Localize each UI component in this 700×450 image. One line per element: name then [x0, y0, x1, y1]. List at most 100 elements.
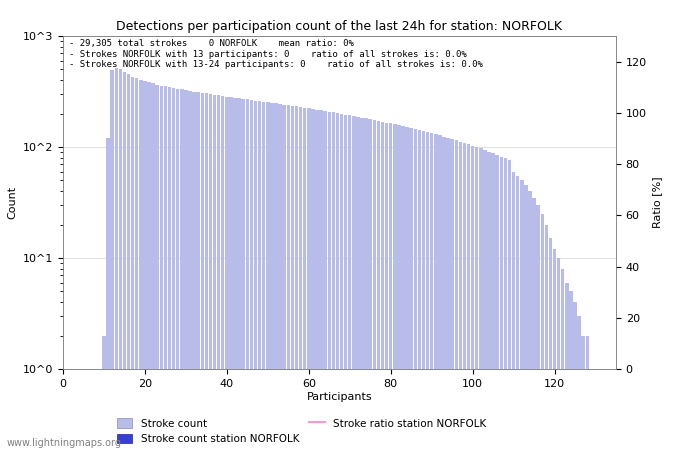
Bar: [246, 99, 249, 450]
Bar: [172, 88, 175, 450]
Bar: [508, 160, 511, 450]
Bar: [295, 107, 298, 450]
Bar: [561, 269, 564, 450]
Bar: [98, 369, 102, 450]
Bar: [254, 100, 258, 450]
Bar: [352, 116, 356, 450]
Bar: [266, 102, 270, 450]
Bar: [557, 258, 561, 450]
Bar: [377, 121, 380, 450]
Bar: [573, 302, 577, 450]
Bar: [500, 157, 503, 450]
Y-axis label: Ratio [%]: Ratio [%]: [652, 177, 662, 228]
Bar: [328, 112, 331, 450]
Bar: [200, 93, 204, 450]
Bar: [582, 336, 585, 450]
Bar: [290, 106, 294, 450]
Bar: [589, 369, 593, 450]
Bar: [348, 115, 351, 450]
Bar: [184, 90, 188, 450]
Bar: [401, 126, 405, 450]
Bar: [385, 122, 389, 450]
Bar: [421, 131, 425, 450]
Bar: [434, 135, 438, 450]
Bar: [160, 86, 163, 450]
Bar: [164, 86, 167, 450]
Bar: [193, 92, 196, 450]
Bar: [389, 123, 393, 450]
Bar: [479, 148, 482, 450]
Bar: [471, 146, 475, 450]
Bar: [233, 98, 237, 450]
Bar: [368, 119, 372, 450]
Bar: [598, 369, 601, 450]
Bar: [540, 214, 544, 450]
Bar: [463, 143, 466, 450]
Bar: [332, 112, 335, 450]
Bar: [311, 109, 314, 450]
Bar: [516, 176, 519, 450]
Bar: [127, 75, 130, 450]
Text: www.lightningmaps.org: www.lightningmaps.org: [7, 438, 122, 448]
Bar: [209, 94, 212, 450]
Bar: [454, 140, 458, 450]
Bar: [491, 153, 495, 450]
Bar: [528, 191, 532, 450]
Bar: [229, 97, 232, 450]
Y-axis label: Count: Count: [7, 186, 18, 219]
Bar: [467, 144, 470, 450]
Bar: [569, 292, 573, 450]
Bar: [447, 138, 450, 450]
Bar: [512, 171, 515, 450]
Bar: [118, 69, 122, 450]
Bar: [594, 369, 597, 450]
Bar: [426, 132, 429, 450]
Bar: [381, 122, 384, 450]
Bar: [442, 137, 446, 450]
Bar: [319, 110, 323, 450]
Bar: [487, 152, 491, 450]
Bar: [438, 135, 442, 450]
Bar: [365, 118, 368, 450]
Bar: [225, 96, 229, 450]
Title: Detections per participation count of the last 24h for station: NORFOLK: Detections per participation count of th…: [116, 20, 563, 33]
Bar: [578, 316, 581, 450]
Bar: [74, 369, 77, 450]
Bar: [262, 102, 265, 450]
Bar: [122, 72, 126, 450]
Bar: [418, 130, 421, 450]
Bar: [168, 87, 172, 450]
Bar: [102, 336, 106, 450]
Bar: [450, 139, 454, 450]
Bar: [213, 94, 216, 450]
Bar: [139, 80, 143, 450]
Bar: [458, 142, 462, 450]
Bar: [483, 150, 486, 450]
Bar: [258, 101, 261, 450]
Bar: [217, 95, 220, 450]
Bar: [602, 369, 606, 450]
Bar: [586, 336, 589, 450]
Bar: [565, 283, 568, 450]
Bar: [237, 99, 241, 450]
Bar: [344, 115, 347, 450]
Bar: [553, 249, 556, 450]
Bar: [221, 96, 225, 450]
Bar: [176, 89, 179, 450]
Bar: [524, 185, 528, 450]
Bar: [78, 369, 81, 450]
Bar: [69, 369, 73, 450]
Text: - 29,305 total strokes    0 NORFOLK    mean ratio: 0%
- Strokes NORFOLK with 13 : - 29,305 total strokes 0 NORFOLK mean ra…: [69, 39, 482, 69]
Bar: [279, 104, 282, 450]
Bar: [135, 78, 139, 450]
Bar: [323, 111, 327, 450]
Bar: [405, 127, 409, 450]
Bar: [94, 369, 97, 450]
Bar: [532, 198, 536, 450]
Bar: [111, 70, 114, 450]
Bar: [606, 369, 610, 450]
Bar: [336, 113, 340, 450]
Bar: [430, 133, 433, 450]
Bar: [144, 81, 147, 450]
Bar: [86, 369, 90, 450]
